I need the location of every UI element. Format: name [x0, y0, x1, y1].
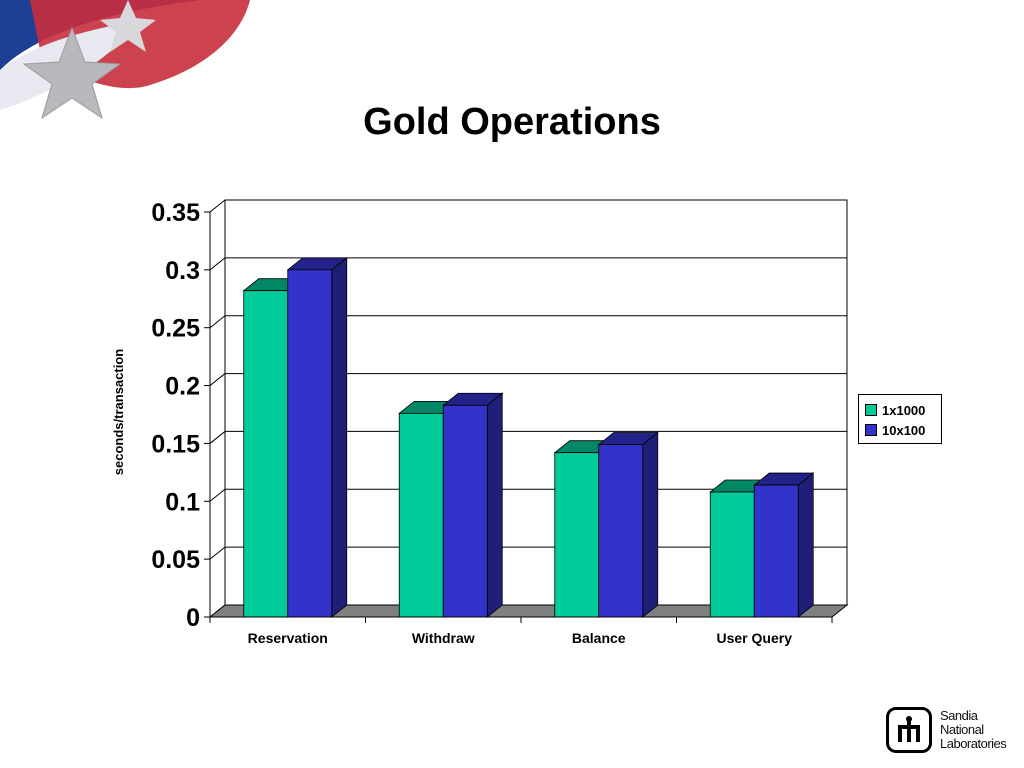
- star-icon: [22, 26, 122, 120]
- bar-side: [331, 257, 348, 618]
- x-tick-label: Balance: [572, 630, 626, 646]
- y-tick-label: 0.3: [165, 257, 200, 285]
- logo-line: Sandia: [940, 708, 978, 723]
- star-icon: [100, 0, 156, 52]
- sandia-logo: Sandia National Laboratories: [886, 707, 1007, 753]
- logo-line: National: [940, 722, 984, 737]
- sandia-thunderbird-icon: [886, 707, 932, 753]
- bar-front: [442, 404, 488, 618]
- bar-10x100-user-query: [753, 472, 815, 618]
- x-tick-label: Reservation: [248, 630, 328, 646]
- y-tick-label: 0.15: [151, 430, 200, 458]
- bar-10x100-withdraw: [442, 392, 504, 618]
- gridline-side: [209, 373, 226, 386]
- legend-swatch: [865, 404, 877, 416]
- bars-layer: [242, 257, 815, 618]
- axis-layer: Reservation Withdraw Balance User Query 0 0.0…: [151, 199, 833, 646]
- y-axis-label: seconds/transaction: [111, 349, 126, 475]
- bar-side: [797, 472, 814, 618]
- gridline-side: [209, 546, 226, 560]
- bar-front: [753, 484, 799, 618]
- bar-10x100-balance: [597, 431, 659, 618]
- x-tick-label: User Query: [717, 630, 793, 646]
- y-tick-label: 0.25: [151, 315, 200, 343]
- bar-front: [554, 452, 600, 618]
- gridline-side: [209, 257, 226, 271]
- gridline-side: [209, 315, 226, 329]
- slide-title: Gold Operations: [363, 101, 661, 143]
- legend-label: 10x100: [882, 422, 926, 438]
- bar-front: [598, 444, 644, 618]
- y-tick-label: 0.05: [151, 546, 200, 574]
- y-tick-label: 0.2: [165, 373, 200, 401]
- legend-swatch: [865, 424, 877, 436]
- x-tick-label: Withdraw: [412, 630, 475, 646]
- y-tick-label: 0.1: [165, 488, 200, 516]
- bar-front: [287, 269, 333, 618]
- legend-item-1x1000: 1x1000: [865, 400, 941, 420]
- corner-flag-star-decoration: [0, 0, 250, 120]
- logo-line: Laboratories: [940, 736, 1007, 751]
- bar-front: [398, 412, 444, 618]
- gridline-side: [209, 431, 226, 444]
- bar-side: [486, 392, 503, 618]
- gridline-side: [209, 199, 226, 213]
- bar-front: [243, 290, 289, 618]
- y-tick-label: 0.35: [151, 199, 200, 227]
- y-tick-label: 0: [186, 604, 200, 632]
- bar-front: [709, 491, 755, 618]
- gridline-side: [209, 488, 226, 502]
- legend-label: 1x1000: [882, 402, 926, 418]
- logo-wordmark: Sandia National Laboratories: [940, 708, 1007, 751]
- legend-item-10x100: 10x100: [865, 420, 941, 440]
- bar-10x100-reservation: [286, 257, 348, 618]
- chart-legend: 1x1000 10x100: [858, 394, 942, 444]
- bar-side: [642, 431, 659, 618]
